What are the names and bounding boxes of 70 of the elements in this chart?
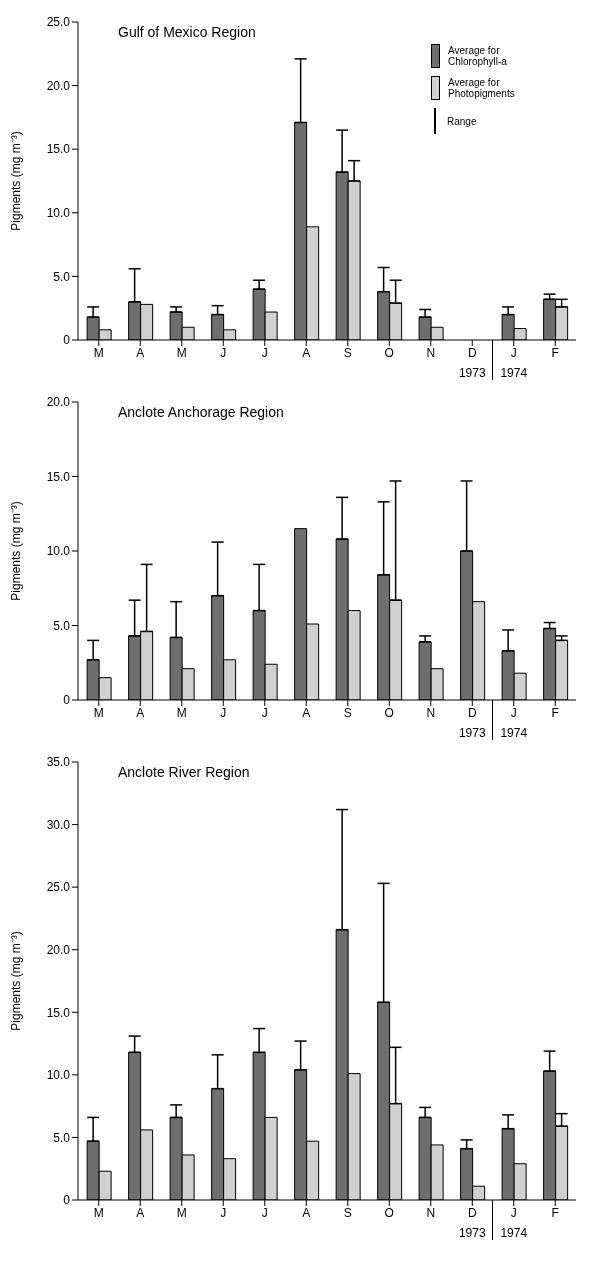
y-tick-label: 20.0 xyxy=(46,78,71,93)
x-tick-label: M xyxy=(176,705,187,720)
y-axis-title: Pigments (mg m⁻³) xyxy=(9,501,24,601)
chart-title: Gulf of Mexico Region xyxy=(118,24,256,40)
x-tick-label: J xyxy=(510,1205,517,1220)
x-tick-label: M xyxy=(93,705,104,720)
x-tick-label: A xyxy=(302,345,311,360)
text: 1973 xyxy=(457,366,487,380)
y-tick-label: 10.0 xyxy=(46,206,71,221)
x-tick-label: A xyxy=(136,345,145,360)
x-tick-label: J xyxy=(220,1205,227,1220)
legend-label: Average for Photopigments xyxy=(448,77,516,99)
x-tick-label: M xyxy=(93,1205,104,1220)
text: 1974 xyxy=(499,726,529,740)
y-tick-label: 20.0 xyxy=(46,942,71,957)
y-tick-label: 5.0 xyxy=(53,1130,71,1145)
x-tick-label: J xyxy=(261,345,268,360)
y-tick-label: 10.0 xyxy=(46,544,71,559)
x-tick-label: N xyxy=(426,1205,436,1220)
x-tick-label: N xyxy=(426,345,436,360)
text: 1974 xyxy=(499,1226,529,1240)
x-tick-label: F xyxy=(551,705,559,720)
y-tick-label: 30.0 xyxy=(46,817,71,832)
x-tick-label: A xyxy=(302,705,311,720)
y-tick-label: 0 xyxy=(63,693,71,708)
y-tick-label: 10.0 xyxy=(46,1068,71,1083)
text: 1973 xyxy=(457,726,487,740)
y-tick-label: 25.0 xyxy=(46,15,71,30)
x-tick-label: S xyxy=(343,1205,352,1220)
x-tick-label: D xyxy=(467,345,477,360)
x-tick-label: O xyxy=(384,705,394,720)
y-tick-label: 5.0 xyxy=(53,269,71,284)
x-tick-label: S xyxy=(343,705,352,720)
x-tick-label: J xyxy=(510,345,517,360)
x-tick-label: J xyxy=(261,1205,268,1220)
x-tick-label: O xyxy=(384,1205,394,1220)
y-tick-label: 5.0 xyxy=(53,618,71,633)
x-tick-label: D xyxy=(467,1205,477,1220)
y-tick-label: 15.0 xyxy=(46,1005,71,1020)
x-tick-label: A xyxy=(302,1205,311,1220)
x-tick-label: J xyxy=(261,705,268,720)
x-tick-label: J xyxy=(220,705,227,720)
x-tick-label: F xyxy=(551,1205,559,1220)
y-tick-label: 25.0 xyxy=(46,880,71,895)
y-tick-label: 0 xyxy=(63,333,71,348)
y-axis-title: Pigments (mg m⁻³) xyxy=(9,931,24,1031)
x-tick-label: N xyxy=(426,705,436,720)
y-tick-label: 15.0 xyxy=(46,142,71,157)
x-tick-label: S xyxy=(343,345,352,360)
x-tick-label: J xyxy=(220,345,227,360)
chart-title: Anclote River Region xyxy=(118,764,250,780)
y-axis-title: Pigments (mg m⁻³) xyxy=(9,131,24,231)
chart-title: Anclote Anchorage Region xyxy=(118,404,284,420)
y-tick-label: 35.0 xyxy=(46,755,71,770)
text: 1974 xyxy=(499,366,529,380)
x-tick-label: M xyxy=(93,345,104,360)
annotation: Range xyxy=(447,115,477,127)
x-tick-label: O xyxy=(384,345,394,360)
x-tick-label: M xyxy=(176,1205,187,1220)
x-tick-label: A xyxy=(136,1205,145,1220)
text: 1973 xyxy=(457,1226,487,1240)
x-tick-label: J xyxy=(510,705,517,720)
y-tick-label: 20.0 xyxy=(46,395,71,410)
y-tick-label: 15.0 xyxy=(46,469,71,484)
x-tick-label: M xyxy=(176,345,187,360)
x-tick-label: D xyxy=(467,705,477,720)
x-tick-label: A xyxy=(136,705,145,720)
x-tick-label: F xyxy=(551,345,559,360)
legend-label: Average for Chlorophyll-a xyxy=(448,45,508,67)
y-tick-label: 0 xyxy=(63,1193,71,1208)
